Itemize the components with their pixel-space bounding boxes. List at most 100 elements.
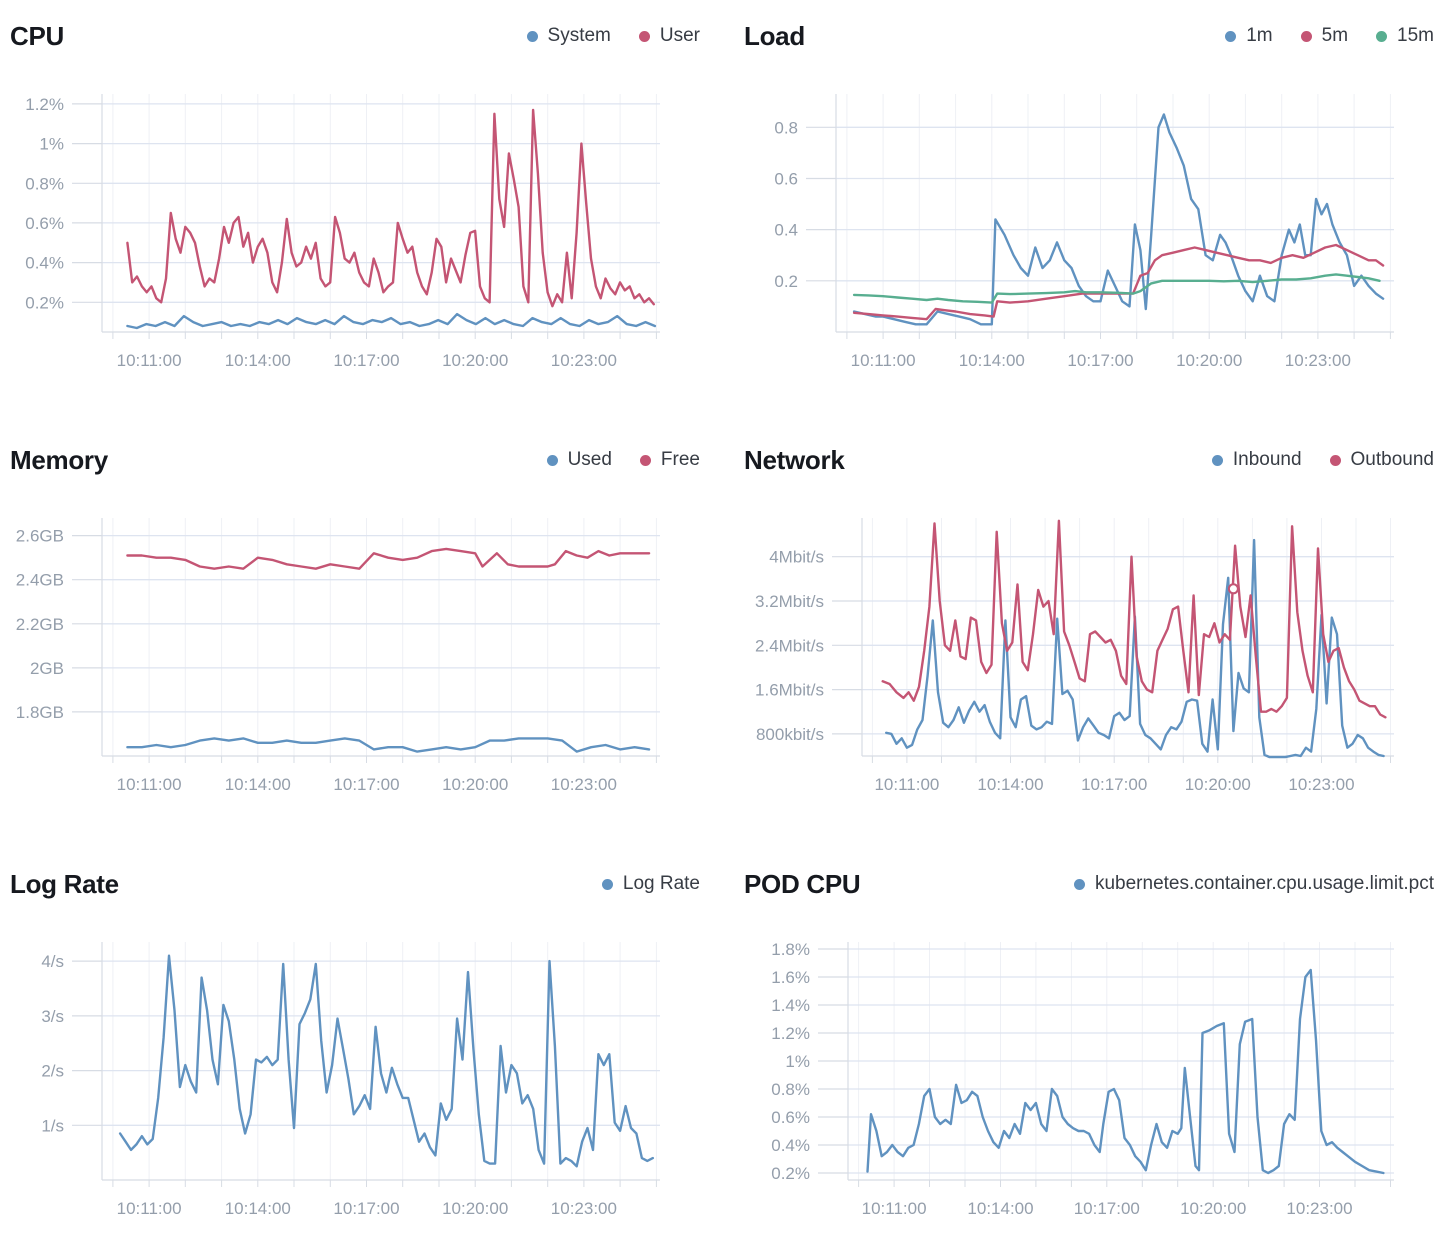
legend-label: Outbound: [1350, 449, 1434, 470]
pod-cpu-legend: kubernetes.container.cpu.usage.limit.pct: [1073, 873, 1434, 895]
svg-text:0.8%: 0.8%: [771, 1080, 810, 1099]
memory-header: Memory Used Free: [10, 438, 700, 482]
pod-cpu-svg: 0.2% 0.4% 0.6% 0.8% 1% 1.2% 1.4% 1.6% 1.8% 10:11:…: [771, 940, 1394, 1218]
legend-label: User: [659, 25, 700, 46]
svg-text:0.4%: 0.4%: [771, 1136, 810, 1155]
svg-text:2.6GB: 2.6GB: [16, 527, 64, 546]
load-svg: 0.2 0.4 0.6 0.8 10:11:00 10:14:00 10:17:00 10:2…: [774, 94, 1394, 370]
svg-text:1.4%: 1.4%: [771, 996, 810, 1015]
svg-text:3/s: 3/s: [41, 1007, 64, 1026]
svg-text:10:20:00: 10:20:00: [1185, 775, 1251, 794]
pod-cpu-chart[interactable]: 0.2% 0.4% 0.6% 0.8% 1% 1.2% 1.4% 1.6% 1.8% 10:11:…: [744, 930, 1404, 1230]
svg-text:1.2%: 1.2%: [25, 95, 64, 114]
svg-text:2.4Mbit/s: 2.4Mbit/s: [755, 636, 824, 655]
svg-text:1/s: 1/s: [41, 1116, 64, 1135]
legend-item-free[interactable]: Free: [639, 449, 700, 471]
svg-text:0.2%: 0.2%: [771, 1164, 810, 1183]
svg-text:2/s: 2/s: [41, 1062, 64, 1081]
legend-item-outbound[interactable]: Outbound: [1329, 449, 1434, 471]
svg-text:1.6Mbit/s: 1.6Mbit/s: [755, 681, 824, 700]
svg-text:10:17:00: 10:17:00: [1067, 351, 1133, 370]
legend-dot-icon: [601, 878, 613, 890]
cpu-legend: System User: [526, 25, 700, 47]
pod-cpu-title: POD CPU: [744, 868, 861, 899]
legend-item-used[interactable]: Used: [546, 449, 612, 471]
svg-text:10:23:00: 10:23:00: [1285, 351, 1351, 370]
network-chart[interactable]: 800kbit/s 1.6Mbit/s 2.4Mbit/s 3.2Mbit/s 4Mbi…: [744, 506, 1404, 806]
svg-text:10:14:00: 10:14:00: [959, 351, 1025, 370]
legend-item-log-rate[interactable]: Log Rate: [601, 873, 700, 895]
svg-text:0.4%: 0.4%: [25, 254, 64, 273]
svg-text:10:11:00: 10:11:00: [874, 775, 939, 794]
svg-text:10:20:00: 10:20:00: [1176, 351, 1242, 370]
svg-text:10:23:00: 10:23:00: [551, 1199, 617, 1218]
pod-cpu-header: POD CPU kubernetes.container.cpu.usage.l…: [744, 862, 1434, 906]
legend-dot-icon: [639, 454, 651, 466]
log-rate-chart[interactable]: 1/s 2/s 3/s 4/s 10:11:00 10:14:00 10:17:00 10:2…: [10, 930, 670, 1230]
svg-text:10:20:00: 10:20:00: [442, 1199, 508, 1218]
svg-text:2.2GB: 2.2GB: [16, 615, 64, 634]
legend-item-user[interactable]: User: [638, 25, 700, 47]
svg-text:10:14:00: 10:14:00: [225, 1199, 291, 1218]
svg-text:0.6%: 0.6%: [771, 1108, 810, 1127]
svg-text:10:17:00: 10:17:00: [1074, 1199, 1140, 1218]
legend-item-5m[interactable]: 5m: [1300, 25, 1348, 47]
svg-text:0.6%: 0.6%: [25, 214, 64, 233]
svg-text:10:23:00: 10:23:00: [551, 775, 617, 794]
legend-item-inbound[interactable]: Inbound: [1211, 449, 1302, 471]
legend-label: Free: [660, 449, 700, 470]
svg-text:10:17:00: 10:17:00: [333, 1199, 399, 1218]
load-header: Load 1m 5m 15m: [744, 14, 1434, 58]
log-rate-header: Log Rate Log Rate: [10, 862, 700, 906]
svg-text:4/s: 4/s: [41, 952, 64, 971]
chart-panel-log-rate: Log Rate Log Rate 1/s 2/s 3/s 4/s 10:11:00 10…: [10, 862, 700, 1230]
svg-text:4Mbit/s: 4Mbit/s: [769, 548, 824, 567]
legend-dot-icon: [1329, 454, 1341, 466]
cpu-chart[interactable]: 0.2% 0.4% 0.6% 0.8% 1% 1.2% 10:11:00 10:14:00 10…: [10, 82, 670, 382]
svg-text:10:14:00: 10:14:00: [967, 1199, 1033, 1218]
svg-text:10:17:00: 10:17:00: [333, 351, 399, 370]
svg-text:0.2: 0.2: [774, 272, 798, 291]
network-header: Network Inbound Outbound: [744, 438, 1434, 482]
svg-text:10:23:00: 10:23:00: [551, 351, 617, 370]
chart-panel-memory: Memory Used Free 1.8GB 2GB 2.2GB 2.4GB 2.6GB…: [10, 438, 700, 806]
legend-label: Log Rate: [622, 873, 700, 894]
cpu-svg: 0.2% 0.4% 0.6% 0.8% 1% 1.2% 10:11:00 10:14:00 10…: [25, 94, 660, 370]
memory-legend: Used Free: [546, 449, 700, 471]
legend-item-system[interactable]: System: [526, 25, 611, 47]
log-rate-legend: Log Rate: [601, 873, 700, 895]
log-rate-svg: 1/s 2/s 3/s 4/s 10:11:00 10:14:00 10:17:00 10:2…: [41, 942, 660, 1218]
chart-panel-cpu: CPU System User 0.2% 0.4% 0.6% 0.8% 1% 1.2% 10…: [10, 14, 700, 382]
legend-dot-icon: [638, 30, 650, 42]
svg-text:10:11:00: 10:11:00: [862, 1199, 927, 1218]
chart-panel-pod-cpu: POD CPU kubernetes.container.cpu.usage.l…: [744, 862, 1434, 1230]
svg-text:1.8GB: 1.8GB: [16, 703, 64, 722]
legend-dot-icon: [1211, 454, 1223, 466]
memory-chart[interactable]: 1.8GB 2GB 2.2GB 2.4GB 2.6GB 10:11:00 10:14:00 1…: [10, 506, 670, 806]
svg-text:10:20:00: 10:20:00: [442, 775, 508, 794]
svg-text:0.6: 0.6: [774, 170, 798, 189]
legend-item-k8s-cpu-metric[interactable]: kubernetes.container.cpu.usage.limit.pct: [1073, 873, 1434, 895]
legend-label: kubernetes.container.cpu.usage.limit.pct: [1094, 873, 1434, 894]
load-chart[interactable]: 0.2 0.4 0.6 0.8 10:11:00 10:14:00 10:17:00 10:2…: [744, 82, 1404, 382]
legend-item-1m[interactable]: 1m: [1225, 25, 1273, 47]
memory-svg: 1.8GB 2GB 2.2GB 2.4GB 2.6GB 10:11:00 10:14:00 1…: [16, 518, 660, 794]
legend-dot-icon: [1073, 878, 1085, 890]
legend-dot-icon: [526, 30, 538, 42]
svg-text:1.2%: 1.2%: [771, 1024, 810, 1043]
legend-item-15m[interactable]: 15m: [1376, 25, 1434, 47]
legend-dot-icon: [1225, 30, 1237, 42]
cpu-title: CPU: [10, 20, 64, 51]
chart-panel-network: Network Inbound Outbound 800kbit/s 1.6Mbi…: [744, 438, 1434, 806]
legend-label: Used: [567, 449, 612, 470]
svg-text:10:14:00: 10:14:00: [225, 775, 291, 794]
svg-text:2.4GB: 2.4GB: [16, 571, 64, 590]
chart-panel-load: Load 1m 5m 15m 0.2 0.4 0.6 0.8 10:11:00 10:14…: [744, 14, 1434, 382]
svg-text:1%: 1%: [39, 135, 64, 154]
svg-text:0.4: 0.4: [774, 221, 798, 240]
load-title: Load: [744, 20, 805, 51]
legend-label: 1m: [1246, 25, 1273, 46]
svg-text:10:14:00: 10:14:00: [977, 775, 1043, 794]
load-legend: 1m 5m 15m: [1225, 25, 1434, 47]
legend-dot-icon: [1376, 30, 1388, 42]
